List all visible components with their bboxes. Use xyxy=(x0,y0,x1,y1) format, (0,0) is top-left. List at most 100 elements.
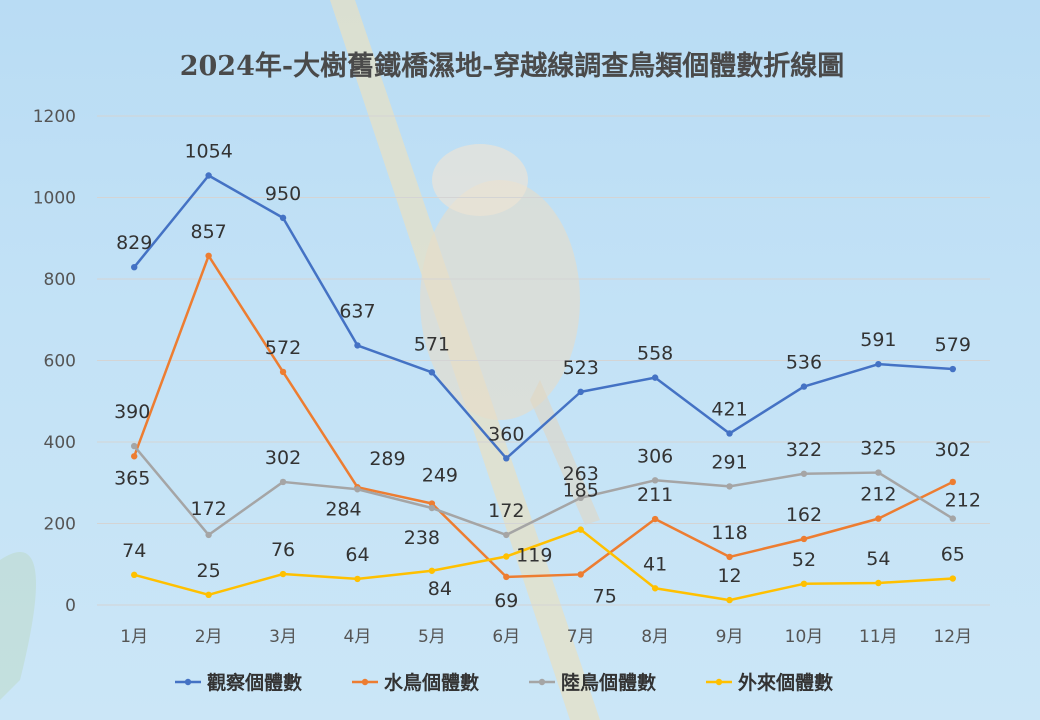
data-point xyxy=(949,365,956,373)
data-labels: 829 1054 950 637 571 360 523 558 421 536 591 579 365… xyxy=(114,140,981,611)
legend-label: 水鳥個體數 xyxy=(384,671,479,694)
data-label: 523 xyxy=(563,357,599,379)
data-point xyxy=(205,172,212,179)
data-label: 572 xyxy=(265,337,301,359)
series-line xyxy=(131,252,956,581)
data-label: 172 xyxy=(488,500,524,522)
data-point xyxy=(503,553,510,560)
series-line-path xyxy=(133,445,954,537)
series-layer xyxy=(131,172,956,604)
y-tick-label: 400 xyxy=(44,433,76,453)
data-point xyxy=(205,591,212,599)
data-point xyxy=(800,580,808,588)
legend-label: 陸鳥個體數 xyxy=(561,671,656,694)
data-label: 360 xyxy=(488,423,524,445)
data-point xyxy=(205,252,212,259)
data-point xyxy=(279,570,287,578)
data-label: 118 xyxy=(711,522,747,544)
data-label: 74 xyxy=(122,540,146,562)
y-tick-label: 0 xyxy=(65,596,76,616)
data-point xyxy=(428,504,436,512)
data-point xyxy=(577,526,584,533)
data-label: 84 xyxy=(428,578,452,600)
data-label: 302 xyxy=(265,447,301,469)
data-point xyxy=(577,571,584,578)
bird-tail xyxy=(530,380,600,525)
series-line xyxy=(131,172,956,462)
series-line-path xyxy=(133,254,954,579)
legend-label: 觀察個體數 xyxy=(207,671,302,694)
data-label: 64 xyxy=(345,544,369,566)
data-label: 289 xyxy=(369,448,405,470)
data-label: 41 xyxy=(643,553,667,575)
legend-swatch-marker xyxy=(184,678,192,686)
data-label: 284 xyxy=(325,498,361,520)
data-label: 306 xyxy=(637,445,673,467)
data-point xyxy=(354,486,361,493)
data-label: 76 xyxy=(271,539,295,561)
data-point xyxy=(800,383,808,390)
x-tick-label: 4月 xyxy=(344,627,372,647)
y-tick-label: 200 xyxy=(44,515,76,535)
axes: 0 200 400 600 800 1000 1200 1月 2月 3月 4月 5月 6月 7月 8月 9月 1… xyxy=(33,107,972,647)
legend-swatch-marker xyxy=(361,678,369,686)
data-point xyxy=(131,263,138,271)
data-point xyxy=(354,575,361,583)
data-label: 365 xyxy=(114,467,150,489)
data-label: 325 xyxy=(860,438,896,460)
series-line xyxy=(131,442,956,539)
data-point xyxy=(131,571,138,579)
data-point xyxy=(875,579,882,587)
data-label: 54 xyxy=(866,548,890,570)
x-tick-label: 7月 xyxy=(567,627,595,647)
data-point xyxy=(651,477,659,484)
data-label: 12 xyxy=(717,565,741,587)
data-label: 249 xyxy=(422,465,458,487)
data-label: 591 xyxy=(860,329,896,351)
data-label: 1054 xyxy=(184,140,232,162)
data-point xyxy=(503,455,510,462)
data-point xyxy=(949,515,956,522)
data-label: 950 xyxy=(265,183,301,205)
data-label: 263 xyxy=(563,463,599,485)
data-point xyxy=(651,374,659,381)
x-tick-label: 3月 xyxy=(269,627,297,647)
legend-item: 觀察個體數 xyxy=(175,671,302,694)
data-point xyxy=(800,535,808,543)
data-point xyxy=(503,531,510,539)
legend-swatch-marker xyxy=(715,678,723,686)
x-tick-label: 9月 xyxy=(716,627,744,647)
data-point xyxy=(726,553,733,561)
data-point xyxy=(428,500,436,507)
data-label: 322 xyxy=(786,439,822,461)
data-label: 829 xyxy=(116,232,152,254)
x-tick-label: 6月 xyxy=(492,627,520,647)
data-point xyxy=(279,478,287,486)
data-point xyxy=(428,567,436,574)
y-tick-label: 600 xyxy=(44,352,76,372)
data-label: 536 xyxy=(786,352,822,374)
data-point xyxy=(651,515,659,523)
series-line xyxy=(131,526,956,604)
data-label: 119 xyxy=(516,545,552,567)
leaf-shape xyxy=(0,552,36,700)
data-point xyxy=(577,494,584,502)
data-label: 185 xyxy=(563,480,599,502)
x-tick-label: 1月 xyxy=(120,627,148,647)
data-point xyxy=(577,388,584,396)
data-label: 238 xyxy=(404,527,440,549)
data-point xyxy=(949,575,956,582)
data-label: 579 xyxy=(935,334,971,356)
x-tick-label: 12月 xyxy=(933,627,972,647)
data-point xyxy=(205,531,212,539)
legend-item: 水鳥個體數 xyxy=(352,671,479,694)
y-tick-label: 800 xyxy=(44,270,76,290)
data-point xyxy=(428,369,436,376)
data-point xyxy=(131,453,138,460)
x-tick-label: 5月 xyxy=(418,627,446,647)
data-label: 75 xyxy=(593,585,617,607)
data-point xyxy=(949,478,956,486)
data-point xyxy=(279,214,287,222)
data-point xyxy=(651,585,659,592)
data-label: 637 xyxy=(339,300,375,322)
